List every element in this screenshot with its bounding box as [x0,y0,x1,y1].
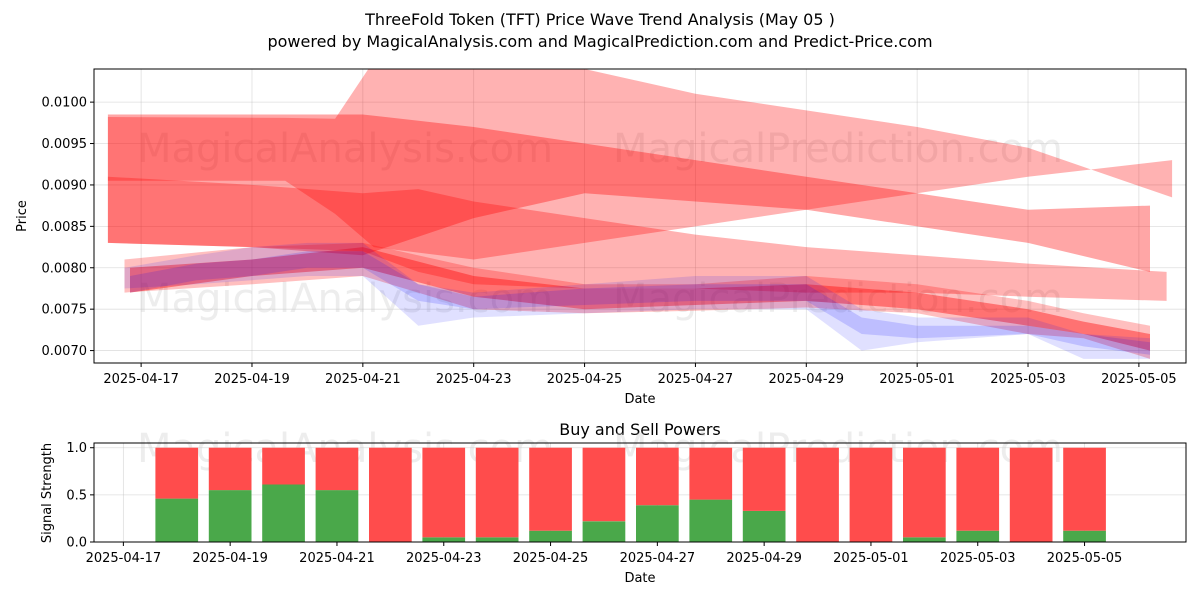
top-axes-frame [93,68,1187,364]
sell-bar [956,447,1000,531]
bottom-x-tick-label: 2025-04-29 [726,551,802,566]
bottom-x-tick-label: 2025-04-19 [192,551,268,566]
top-x-tick-label: 2025-04-27 [658,372,734,387]
buy-bar [956,530,1000,542]
top-y-tick-label: 0.0090 [42,178,88,193]
sell-bar [475,447,519,538]
sell-bar [422,447,466,538]
buy-bar [1063,530,1106,542]
buy-bar [636,505,679,542]
sell-bar [849,447,893,542]
top-x-label: Date [624,392,655,407]
buy-bar [689,499,733,542]
price-band-red-1 [107,69,1173,260]
buy-bar [582,521,626,542]
top-x-ticks: 2025-04-17 2025-04-19 2025-04-21 2025-04-23… [103,363,1177,387]
watermark-prediction: MagicalPrediction.com [613,126,1063,172]
sell-bar [155,447,199,499]
sell-bar [262,447,305,485]
bottom-x-label: Date [624,571,655,586]
top-y-tick-label: 0.0080 [42,261,88,276]
price-band-blue-6 [124,242,1150,359]
top-y-tick-label: 0.0095 [42,137,88,152]
top-x-tick-label: 2025-04-21 [325,372,401,387]
top-x-tick-label: 2025-04-29 [769,372,845,387]
top-x-tick-label: 2025-04-23 [436,372,512,387]
buy-bar [529,530,572,542]
bottom-x-tick-label: 2025-05-05 [1047,551,1123,566]
sell-bar [1063,447,1106,531]
sell-bar [529,447,572,531]
buy-bar [208,490,252,542]
sell-bar [1009,447,1053,542]
top-y-tick-label: 0.0100 [42,96,88,111]
bottom-x-tick-label: 2025-04-21 [299,551,375,566]
buy-bar [155,498,199,542]
top-x-tick-label: 2025-04-19 [214,372,290,387]
bottom-x-ticks: 2025-04-17 2025-04-19 2025-04-21 2025-04-23… [86,542,1123,566]
sell-bar [742,447,786,511]
sell-bar [796,447,839,542]
top-x-tick-label: 2025-04-25 [547,372,623,387]
top-x-tick-label: 2025-05-03 [990,372,1066,387]
top-x-tick-label: 2025-04-17 [103,372,179,387]
watermark-analysis-2: MagicalAnalysis.com [137,276,553,322]
top-grid [94,69,1186,363]
sell-bar [369,447,412,542]
bottom-x-tick-label: 2025-05-01 [833,551,909,566]
bottom-y-ticks: 0.0 0.5 1.0 [66,441,94,551]
bottom-x-tick-label: 2025-05-03 [940,551,1016,566]
buy-bar [742,510,786,542]
sell-bar [689,447,733,500]
bottom-y-tick-label: 1.0 [66,441,87,456]
price-band-red-4 [124,242,1150,359]
bottom-axes-frame [93,442,1187,543]
sell-bar [582,447,626,522]
bottom-y-tick-label: 0.5 [66,488,87,503]
bottom-x-tick-label: 2025-04-23 [406,551,482,566]
bottom-y-label: Signal Strength [40,443,55,543]
bottom-y-tick-label: 0.0 [66,536,87,551]
sell-bar [208,447,252,491]
top-x-tick-label: 2025-05-01 [879,372,955,387]
top-y-tick-label: 0.0085 [42,220,88,235]
watermark-analysis: MagicalAnalysis.com [137,126,553,172]
top-y-tick-label: 0.0070 [42,344,88,359]
price-band-red-3 [107,176,1167,301]
price-band-red-2 [107,114,1150,272]
price-band-blue-7 [130,251,1150,355]
chart-title: ThreeFold Token (TFT) Price Wave Trend A… [364,10,835,29]
chart-subtitle: powered by MagicalAnalysis.com and Magic… [267,32,932,51]
buy-bar [475,537,519,542]
bottom-x-tick-label: 2025-04-25 [513,551,589,566]
sell-bar [315,447,359,491]
buy-bar [315,490,359,542]
sell-bar [636,447,679,506]
buy-bar [903,537,946,542]
buy-bar [262,484,305,542]
bottom-x-tick-label: 2025-04-17 [86,551,162,566]
bottom-title: Buy and Sell Powers [559,420,721,439]
bottom-bars [155,447,1106,542]
sell-bar [903,447,946,538]
buy-bar [422,537,466,542]
watermark-prediction-2: MagicalPrediction.com [613,276,1063,322]
top-y-ticks: 0.0070 0.0075 0.0080 0.0085 0.0090 0.0095 0.01… [42,96,94,359]
price-band-red-5 [130,247,1150,351]
bottom-x-tick-label: 2025-04-27 [620,551,696,566]
top-y-label: Price [15,200,30,232]
top-watermarks: MagicalAnalysis.com MagicalPrediction.co… [137,126,1063,322]
top-x-tick-label: 2025-05-05 [1101,372,1177,387]
top-y-tick-label: 0.0075 [42,303,88,318]
top-bands [107,69,1173,359]
